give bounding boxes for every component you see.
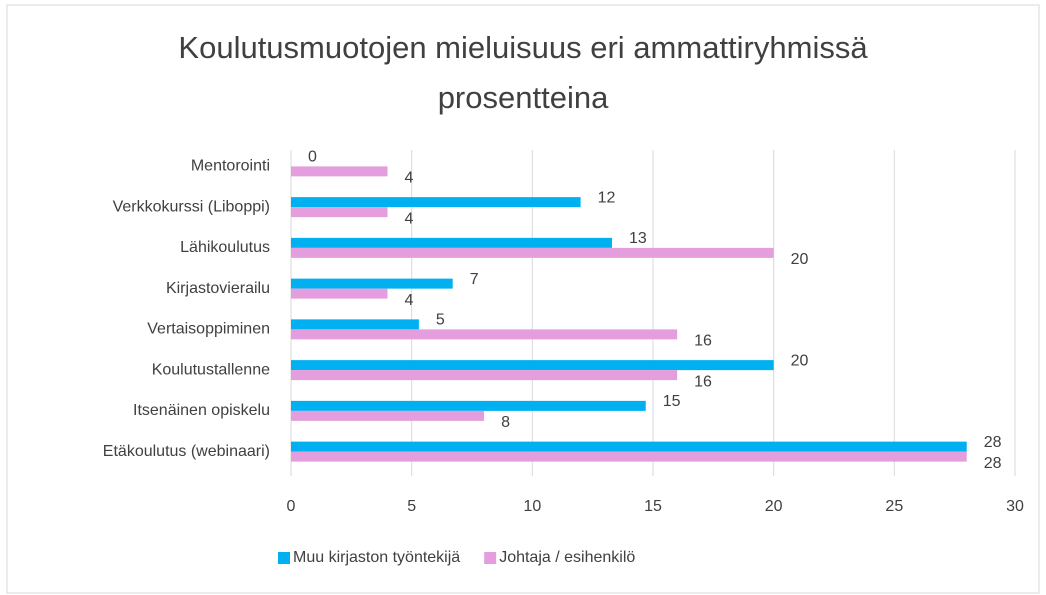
data-label: 4	[405, 210, 414, 227]
bar	[291, 247, 774, 258]
y-tick-label: Koulutustallenne	[152, 361, 270, 378]
x-tick-label: 25	[885, 498, 903, 515]
data-label: 20	[791, 251, 809, 268]
bar	[291, 441, 967, 452]
data-label: 5	[436, 312, 445, 329]
bar	[291, 451, 967, 462]
bar	[291, 288, 388, 299]
x-tick-label: 30	[1006, 498, 1024, 515]
data-label: 12	[598, 189, 616, 206]
bar	[291, 207, 388, 218]
y-tick-label: Itsenäinen opiskelu	[133, 402, 270, 419]
data-label: 4	[405, 292, 414, 309]
x-tick-label: 5	[407, 498, 416, 515]
data-label: 7	[470, 271, 479, 288]
bar	[291, 360, 774, 371]
y-tick-label: Mentorointi	[191, 158, 270, 175]
data-label: 0	[308, 149, 317, 166]
y-tick-label: Verkkokurssi (Liboppi)	[113, 198, 270, 215]
chart-title: Koulutusmuotojen mieluisuus eri ammattir…	[178, 30, 868, 115]
y-tick-label: Lähikoulutus	[180, 239, 270, 256]
bar	[291, 166, 388, 177]
data-label: 13	[629, 230, 647, 247]
legend-label: Johtaja / esihenkilö	[499, 549, 635, 566]
bar	[291, 329, 678, 340]
data-label: 16	[694, 373, 712, 390]
x-tick-label: 10	[523, 498, 541, 515]
data-label: 28	[984, 455, 1002, 472]
x-tick-label: 0	[287, 498, 296, 515]
x-tick-label: 15	[644, 498, 662, 515]
data-label: 15	[663, 393, 681, 410]
data-label: 16	[694, 333, 712, 350]
bar	[291, 197, 581, 208]
x-tick-label: 20	[765, 498, 783, 515]
legend-label: Muu kirjaston työntekijä	[293, 549, 460, 566]
chart-border	[6, 4, 1040, 594]
data-label: 4	[405, 170, 414, 187]
y-tick-label: Vertaisoppiminen	[147, 321, 270, 338]
legend-swatch	[484, 552, 497, 564]
bar	[291, 278, 453, 289]
bar	[291, 237, 612, 248]
y-tick-label: Kirjastovierailu	[166, 280, 270, 297]
bar	[291, 370, 678, 381]
bar	[291, 319, 419, 330]
data-label: 28	[984, 434, 1002, 451]
data-label: 20	[791, 352, 809, 369]
bar	[291, 410, 485, 421]
y-tick-label: Etäkoulutus (webinaari)	[103, 443, 270, 460]
bar	[291, 400, 646, 411]
legend-swatch	[278, 552, 290, 564]
data-label: 8	[501, 414, 510, 431]
